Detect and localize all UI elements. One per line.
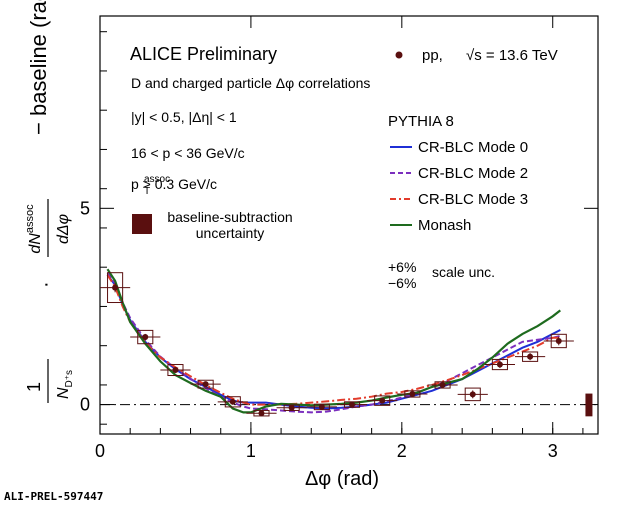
x-tick-label: 2	[397, 441, 407, 461]
y-axis-title-middle: ·	[35, 281, 57, 288]
baseline-unc-line2: uncertainty	[196, 225, 264, 241]
scale-unc-minus: −6%	[388, 275, 416, 291]
energy-label: √s = 13.6 TeV	[466, 47, 558, 64]
baseline-unc-line1: baseline-subtraction	[167, 209, 292, 225]
data-point	[469, 391, 476, 398]
x-tick-label: 3	[548, 441, 558, 461]
data-point	[496, 361, 503, 368]
legend-label-1: CR-BLC Mode 2	[418, 165, 528, 182]
model-curve-mode0	[106, 274, 561, 410]
x-tick-label: 1	[246, 441, 256, 461]
baseline-unc-legend-box	[132, 214, 152, 234]
model-curve-mode2	[106, 272, 561, 414]
data-point	[142, 334, 149, 341]
y-axis-title-fraction-bottom: dΔφ	[55, 214, 72, 244]
correlation-label: D and charged particle Δφ correlations	[131, 75, 370, 91]
y-axis-title-fraction-top: dNassoc	[24, 204, 44, 254]
pt-range: 16 < p < 36 GeV/c	[131, 145, 245, 161]
data-point	[555, 337, 562, 344]
data-point	[288, 404, 295, 411]
pythia-label: PYTHIA 8	[388, 113, 454, 130]
legend-data-marker	[395, 51, 403, 59]
data-point	[439, 381, 446, 388]
pt-assoc-subscript: T	[144, 186, 150, 197]
baseline-uncertainty-box	[585, 393, 593, 417]
scale-unc-plus: +6%	[388, 259, 416, 275]
watermark: ALI-PREL-597447	[4, 490, 103, 503]
data-point	[112, 284, 119, 291]
y-tick-label: 0	[80, 395, 90, 415]
y-axis-title-suffix: − baseline (rad⁻¹)	[26, 0, 51, 135]
data-point	[409, 390, 416, 397]
pt-assoc: p > 0.3 GeV/c	[131, 176, 217, 192]
preliminary-label: ALICE Preliminary	[130, 44, 277, 64]
y-axis-title-prefix-bottom: ND⁺s	[55, 370, 75, 399]
rapidity-cut: |y| < 0.5, |Δη| < 1	[131, 109, 237, 125]
y-tick-label: 5	[80, 198, 90, 218]
scale-unc-label: scale unc.	[432, 264, 495, 280]
data-point	[172, 367, 179, 374]
data-point	[258, 410, 265, 417]
legend-label-2: CR-BLC Mode 3	[418, 191, 528, 208]
system-label: pp,	[422, 47, 443, 64]
data-point	[349, 401, 356, 408]
data-point	[379, 397, 386, 404]
x-axis-title: Δφ (rad)	[305, 468, 379, 490]
data-point	[318, 403, 325, 410]
data-point	[229, 398, 236, 405]
data-point	[527, 353, 534, 360]
data-point	[202, 381, 209, 388]
x-tick-label: 0	[95, 441, 105, 461]
model-curve-mode3	[106, 274, 561, 406]
y-axis-title-prefix: 1	[24, 382, 44, 392]
legend-label-3: Monash	[418, 217, 471, 234]
legend-label-0: CR-BLC Mode 0	[418, 139, 528, 156]
y-axis-title: − baseline (rad⁻¹) dNassoc dΔφ · 1 ND⁺s	[24, 0, 75, 403]
pt-assoc-superscript: assoc	[144, 174, 170, 185]
model-curve-monash	[106, 268, 561, 414]
plot-frame	[99, 15, 599, 435]
